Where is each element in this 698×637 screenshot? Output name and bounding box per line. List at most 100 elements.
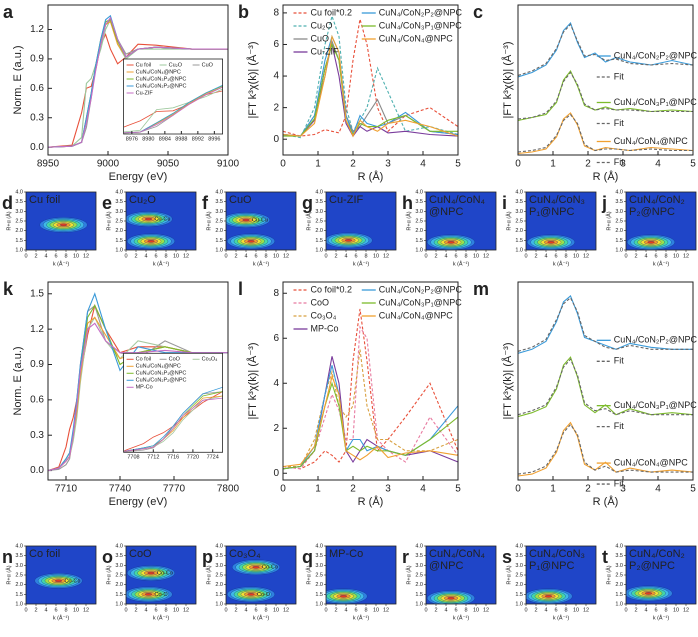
y-tick-label: 1.5: [15, 592, 23, 598]
x-tick-label: 1: [550, 484, 556, 495]
y-tick-label: 1.5: [215, 238, 223, 244]
x-tick-label: 0: [324, 607, 327, 613]
y-tick-label: 3.0: [315, 563, 323, 569]
x-tick-label: 2: [34, 253, 37, 259]
series-group: [518, 294, 693, 477]
y-axis-label: R+α (Å): [405, 211, 412, 230]
x-tick-label: 2: [534, 607, 537, 613]
legend-label: CuO: [311, 33, 330, 43]
x-tick-label: 4: [44, 253, 47, 259]
y-tick-label: 3.5: [615, 199, 623, 205]
x-axis-label: k (Å⁻¹): [53, 614, 70, 621]
legend-label: CuN₄/CoN₄@NPC: [614, 136, 688, 146]
contour-group: [527, 234, 575, 250]
series-line: [283, 19, 458, 137]
y-axis-label: R+α (Å): [405, 565, 412, 584]
panel-label: n: [2, 547, 13, 567]
y-tick-label: 4.0: [515, 189, 523, 195]
peak-label: Co-Co: [157, 571, 173, 577]
x-tick-label: 8: [364, 253, 367, 259]
x-tick-label: 2: [585, 159, 591, 170]
y-tick-label: 1.0: [315, 247, 323, 253]
y-tick-label: 3.0: [615, 209, 623, 215]
x-tick-label: 2: [34, 607, 37, 613]
x-tick-label: 4: [655, 484, 661, 495]
plot-frame: [47, 281, 229, 481]
x-tick-label: 4: [144, 253, 147, 259]
x-tick-label: 2: [134, 607, 137, 613]
y-tick-label: 3.0: [215, 563, 223, 569]
panel-title: P₁@NPC: [529, 206, 574, 218]
y-tick-label: 3.5: [15, 553, 23, 559]
legend-label: CuN₄/CoN₃P₁@NPC: [379, 20, 463, 30]
peak-label: Cu-Cu: [252, 217, 268, 223]
x-tick-label: 4: [420, 484, 426, 495]
y-tick-label: 3.0: [15, 563, 23, 569]
x-tick-label: 2: [534, 253, 537, 259]
peak-label: Co-Co: [65, 578, 81, 584]
contour-group: [627, 234, 675, 250]
contour-group: [427, 234, 475, 250]
panel-title: Cu-ZIF: [329, 194, 364, 206]
plot-frame: [517, 4, 694, 156]
y-tick-label: 1.5: [515, 238, 523, 244]
y-tick-label: 0.3: [30, 112, 44, 123]
inset-x-tick-label: 8980: [142, 136, 154, 142]
series-line: [283, 34, 458, 138]
x-axis-label: k (Å⁻¹): [253, 260, 270, 267]
y-tick-label: 1.5: [415, 238, 423, 244]
series-line: [283, 35, 458, 137]
panel-label: c: [473, 2, 483, 22]
y-tick-label: 3.0: [15, 209, 23, 215]
contour-group: Co-Co Co-O: [227, 559, 280, 603]
x-tick-label: 5: [690, 484, 696, 495]
x-axis-label: Energy (eV): [109, 171, 168, 183]
legend-label: CuN₄/CoN₃P₁@NPC: [136, 371, 187, 377]
series-line: [283, 325, 458, 470]
x-tick-label: 5: [690, 159, 696, 170]
x-tick-label: 6: [154, 607, 157, 613]
inset-x-tick-label: 7712: [147, 455, 159, 461]
x-axis-label: k (Å⁻¹): [653, 614, 670, 621]
series-group: [518, 21, 693, 155]
x-tick-label: 2: [334, 253, 337, 259]
x-tick-label: 6: [154, 253, 157, 259]
series-group: [283, 14, 458, 139]
x-tick-label: 10: [673, 253, 679, 259]
inset-x-tick-label: 8984: [159, 136, 171, 142]
x-tick-label: 2: [234, 253, 237, 259]
y-tick-label: 1.5: [415, 592, 423, 598]
x-tick-label: 12: [383, 253, 389, 259]
legend-label: Co₃O₄: [311, 310, 337, 320]
x-tick-label: 6: [654, 607, 657, 613]
x-tick-label: 8: [664, 253, 667, 259]
contour-level: [54, 579, 63, 583]
y-axis-label: R+α (Å): [505, 211, 512, 230]
y-tick-label: 2.0: [615, 228, 623, 234]
contour-level: [59, 223, 68, 227]
legend-label: CuN₄/CoN₄@NPC: [379, 33, 453, 43]
y-tick-label: 2: [273, 423, 279, 434]
x-tick-label: 2: [334, 607, 337, 613]
x-tick-label: 6: [254, 253, 257, 259]
legend-label: Fit: [614, 118, 624, 128]
panel-label: t: [602, 547, 608, 567]
x-tick-label: 0: [224, 607, 227, 613]
inset-background: [123, 353, 223, 453]
series-line: [518, 294, 693, 354]
x-axis-label: k (Å⁻¹): [253, 614, 270, 621]
x-tick-label: 10: [273, 253, 279, 259]
y-axis-label: Norm. E (a.u.): [12, 45, 24, 114]
y-tick-label: 3.5: [315, 199, 323, 205]
x-tick-label: 4: [44, 607, 47, 613]
panel-title: CuN₄/CoN₃: [529, 194, 585, 206]
panel-title: @NPC: [429, 560, 463, 572]
x-tick-label: 4: [655, 159, 661, 170]
y-tick-label: 1.0: [115, 601, 123, 607]
x-axis-label: R (Å): [358, 495, 384, 508]
contour-group: [427, 590, 475, 604]
contour-level: [647, 241, 655, 244]
x-tick-label: 0: [515, 484, 521, 495]
contour-level: [147, 240, 155, 243]
